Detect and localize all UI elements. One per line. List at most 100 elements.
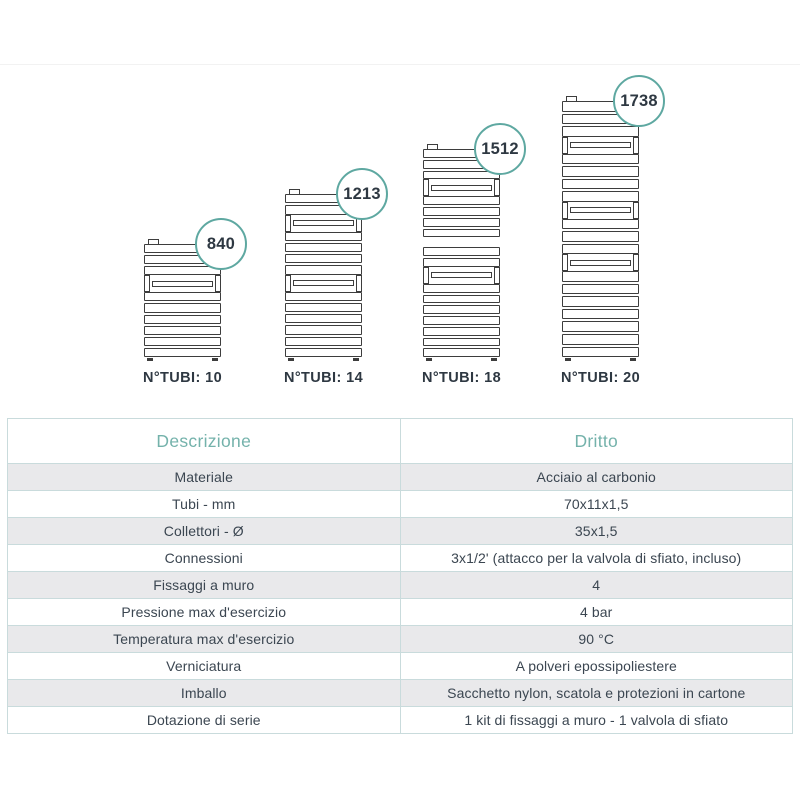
table-row: Pressione max d'esercizio 4 bar bbox=[7, 598, 793, 626]
spacer-tube bbox=[152, 280, 213, 287]
radiator-foot bbox=[288, 358, 294, 361]
radiator-drawing bbox=[562, 96, 639, 361]
radiator-tube bbox=[285, 231, 362, 241]
plain-gap bbox=[423, 238, 500, 246]
spec-name-cell: Collettori - Ø bbox=[7, 517, 401, 545]
air-valve-icon bbox=[289, 189, 300, 195]
radiator-foot bbox=[426, 358, 432, 361]
radiator-drawing bbox=[144, 239, 221, 361]
spec-name-cell: Connessioni bbox=[7, 544, 401, 572]
radiator-tube bbox=[144, 266, 221, 276]
radiator-tube bbox=[144, 336, 221, 346]
collector-post-right bbox=[215, 275, 221, 293]
height-badge: 840 bbox=[195, 218, 247, 270]
radiator-tube bbox=[562, 346, 639, 358]
radiator-foot bbox=[630, 358, 636, 361]
collector-post-right bbox=[633, 136, 639, 154]
radiator-drawing bbox=[285, 189, 362, 361]
spacer-tube bbox=[431, 184, 492, 191]
radiator-tube bbox=[562, 218, 639, 230]
radiator-tube bbox=[423, 337, 500, 347]
tube-count-label: N°TUBI: 20 bbox=[560, 370, 641, 386]
collector-gap bbox=[562, 136, 639, 154]
spec-name-cell: Materiale bbox=[7, 463, 401, 491]
spacer-tube bbox=[293, 280, 354, 286]
tube-count-label: N°TUBI: 18 bbox=[421, 370, 502, 386]
radiator-tube bbox=[144, 292, 221, 302]
collector-gap bbox=[285, 274, 362, 292]
spec-value-cell: 4 bbox=[399, 571, 793, 599]
table-row: Materiale Acciaio al carbonio bbox=[7, 463, 793, 491]
collector-post-left bbox=[423, 179, 429, 197]
table-row: Temperatura max d'esercizio 90 °C bbox=[7, 625, 793, 653]
spec-value-cell: 3x1/2' (attacco per la valvola di sfiato… bbox=[399, 544, 793, 572]
height-badge-value: 840 bbox=[206, 234, 236, 253]
collector-post-left bbox=[423, 266, 429, 284]
spec-name-cell: Pressione max d'esercizio bbox=[7, 598, 401, 626]
height-badge: 1213 bbox=[336, 168, 388, 220]
radiator-tube bbox=[423, 217, 500, 227]
radiator-tube bbox=[562, 231, 639, 242]
spec-table: Descrizione Dritto Materiale Acciaio al c… bbox=[7, 418, 793, 734]
radiator-tube bbox=[562, 333, 639, 345]
air-valve-icon bbox=[148, 239, 159, 245]
radiator-tube bbox=[423, 207, 500, 216]
radiator-tube bbox=[144, 303, 221, 313]
radiator-drawing bbox=[423, 144, 500, 361]
radiator-diagram-stage: 840 N°TUBI: 10 1213 N°TUBI: 14 1512 N°TUBI: 1… bbox=[143, 75, 665, 386]
spec-value-cell: 90 °C bbox=[399, 625, 793, 653]
radiator-tube bbox=[562, 271, 639, 282]
table-row: Connessioni 3x1/2' (attacco per la valvol… bbox=[7, 544, 793, 572]
radiator-tube bbox=[562, 243, 639, 255]
spec-name-cell: Imballo bbox=[7, 679, 401, 707]
radiator-tube bbox=[423, 305, 500, 314]
spacer-tube bbox=[570, 259, 631, 266]
radiator-tube bbox=[562, 178, 639, 190]
collector-post-left bbox=[144, 275, 150, 293]
radiator-tube bbox=[285, 265, 362, 275]
spec-name-cell: Tubi - mm bbox=[7, 490, 401, 518]
collector-post-left bbox=[285, 214, 291, 232]
radiator-tube bbox=[144, 314, 221, 324]
height-badge-value: 1213 bbox=[343, 184, 381, 203]
spec-value-cell: Acciaio al carbonio bbox=[399, 463, 793, 491]
spec-name-cell: Fissaggi a muro bbox=[7, 571, 401, 599]
spacer-tube bbox=[431, 272, 492, 279]
table-row: Collettori - Ø 35x1,5 bbox=[7, 517, 793, 545]
spec-value-cell: A polveri epossipoliestere bbox=[399, 652, 793, 680]
collector-gap bbox=[423, 179, 500, 197]
radiator-tube bbox=[562, 166, 639, 177]
spec-table-body: Materiale Acciaio al carbonio Tubi - mm 70x… bbox=[7, 463, 793, 734]
spec-value-cell: 1 kit di fissaggi a muro - 1 valvola di … bbox=[399, 706, 793, 734]
table-row: Fissaggi a muro 4 bbox=[7, 571, 793, 599]
collector-post-left bbox=[562, 201, 568, 219]
radiator-tube bbox=[562, 283, 639, 295]
collector-gap bbox=[144, 275, 221, 293]
radiator-tube bbox=[423, 316, 500, 325]
radiator-tube bbox=[562, 321, 639, 332]
collector-post-left bbox=[562, 254, 568, 272]
collector-post-right bbox=[633, 201, 639, 219]
spec-value-cell: Sacchetto nylon, scatola e protezioni in… bbox=[399, 679, 793, 707]
spec-value-cell: 35x1,5 bbox=[399, 517, 793, 545]
column-header-dritto: Dritto bbox=[399, 418, 793, 464]
radiator-tube bbox=[562, 308, 639, 320]
table-row: Tubi - mm 70x11x1,5 bbox=[7, 490, 793, 518]
spec-table-header-row: Descrizione Dritto bbox=[7, 418, 793, 464]
spacer-tube bbox=[570, 207, 631, 214]
spec-value-cell: 4 bar bbox=[399, 598, 793, 626]
radiator-tube bbox=[423, 196, 500, 205]
section-divider bbox=[0, 64, 800, 65]
height-badge-value: 1738 bbox=[620, 91, 658, 110]
collector-post-right bbox=[633, 254, 639, 272]
radiator-tube bbox=[562, 296, 639, 307]
radiator-tube bbox=[423, 326, 500, 336]
radiator-tube bbox=[285, 347, 362, 357]
radiator-tube bbox=[423, 258, 500, 267]
radiator-tube bbox=[423, 348, 500, 357]
table-row: Dotazione di serie 1 kit di fissaggi a mu… bbox=[7, 706, 793, 734]
radiator-foot bbox=[353, 358, 359, 361]
table-row: Imballo Sacchetto nylon, scatola e protez… bbox=[7, 679, 793, 707]
spacer-tube bbox=[293, 220, 354, 226]
spacer-tube bbox=[570, 142, 631, 149]
